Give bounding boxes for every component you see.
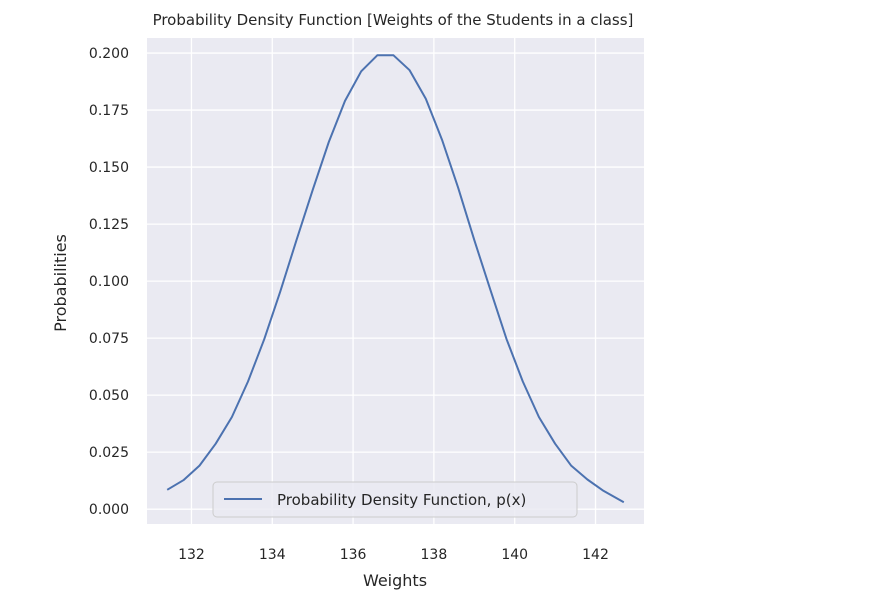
y-tick-label: 0.200 [89, 46, 129, 62]
y-tick-label: 0.075 [89, 331, 129, 347]
x-tick-label: 134 [259, 547, 286, 563]
x-tick-label: 136 [340, 547, 367, 563]
series-line-pdf [166, 54, 625, 504]
y-tick-label: 0.125 [89, 217, 129, 233]
x-tick-label: 138 [421, 547, 448, 563]
x-axis-ticks: 132 134 136 138 140 142 [178, 547, 609, 563]
y-axis-title: Probabilities [51, 234, 70, 332]
x-tick-label: 140 [501, 547, 528, 563]
legend: Probability Density Function, p(x) [212, 481, 578, 518]
y-tick-label: 0.025 [89, 445, 129, 461]
x-tick-label: 142 [582, 547, 609, 563]
series-lines [166, 54, 625, 504]
x-tick-label: 132 [178, 547, 205, 563]
x-axis-title: Weights [363, 571, 427, 590]
chart-title: Probability Density Function [Weights of… [153, 11, 634, 29]
legend-box [212, 481, 578, 518]
y-axis-ticks: 0.000 0.025 0.050 0.075 0.100 0.125 0.150 0.175… [89, 46, 129, 518]
y-tick-label: 0.000 [89, 502, 129, 518]
y-tick-label: 0.100 [89, 274, 129, 290]
y-tick-label: 0.050 [89, 388, 129, 404]
y-tick-label: 0.150 [89, 160, 129, 176]
y-tick-label: 0.175 [89, 103, 129, 119]
legend-label: Probability Density Function, p(x) [277, 491, 526, 509]
grid [147, 38, 644, 524]
